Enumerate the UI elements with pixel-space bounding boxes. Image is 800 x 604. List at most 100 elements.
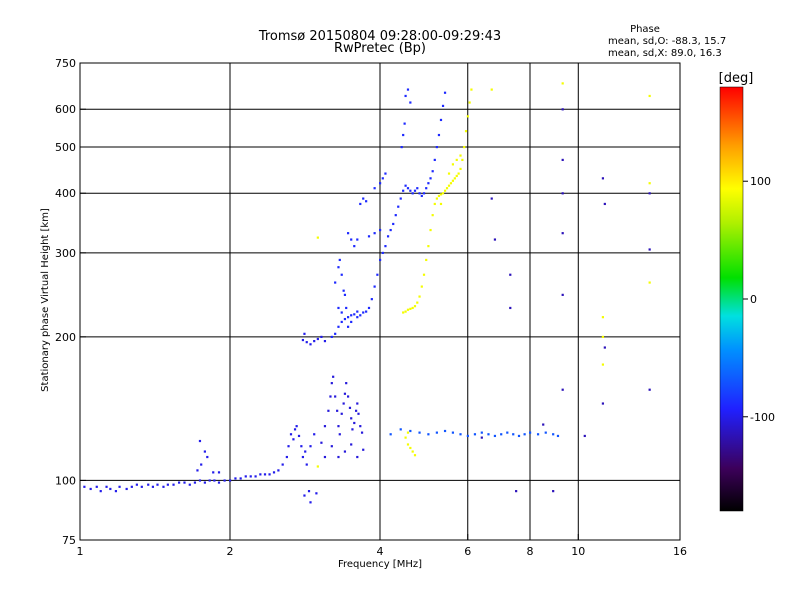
data-point — [316, 236, 319, 239]
data-point — [340, 311, 343, 314]
y-tick-label: 600 — [55, 103, 76, 116]
data-point — [193, 481, 197, 484]
data-point — [399, 197, 402, 200]
data-point — [413, 305, 417, 308]
data-point — [413, 189, 417, 192]
data-point — [172, 483, 175, 486]
x-axis-label: Frequency [MHz] — [338, 559, 422, 570]
data-point — [327, 409, 330, 412]
data-point — [365, 200, 368, 203]
data-point — [345, 382, 348, 385]
data-point — [334, 281, 337, 284]
data-point — [263, 473, 267, 476]
data-point — [338, 433, 341, 436]
data-point — [420, 194, 423, 198]
data-point — [357, 412, 360, 415]
data-point — [140, 485, 143, 488]
x-tick-label: 10 — [571, 545, 585, 558]
data-point — [118, 485, 121, 488]
data-point — [350, 443, 353, 446]
data-point — [338, 258, 341, 262]
data-point — [409, 101, 412, 104]
data-point — [404, 184, 407, 187]
data-point — [293, 428, 297, 431]
data-point — [203, 481, 206, 484]
data-point — [512, 433, 515, 436]
data-point — [249, 475, 252, 478]
data-point — [244, 475, 247, 478]
data-point — [451, 179, 455, 182]
data-point — [316, 337, 319, 341]
data-point — [337, 266, 340, 269]
data-point — [330, 445, 333, 448]
data-point — [208, 479, 211, 482]
data-point — [443, 189, 447, 192]
chart-title: Tromsø 20150804 09:28:00-09:29:43 — [258, 29, 501, 44]
colorbar-tick-label: 0 — [750, 293, 757, 306]
data-point — [400, 145, 403, 149]
data-point — [379, 258, 382, 262]
data-point — [303, 332, 306, 335]
data-point — [427, 182, 430, 185]
data-point — [373, 285, 376, 288]
data-point — [561, 82, 564, 85]
data-point — [435, 145, 438, 149]
data-point — [490, 197, 493, 200]
data-point — [411, 192, 414, 195]
data-point — [343, 293, 347, 296]
data-point — [217, 471, 221, 474]
data-point — [287, 445, 290, 448]
data-point — [340, 320, 343, 324]
data-point — [603, 346, 606, 349]
y-tick-label: 75 — [62, 534, 76, 547]
data-point — [429, 177, 432, 180]
data-point — [418, 295, 421, 298]
data-point — [239, 477, 242, 480]
data-point — [316, 465, 319, 468]
data-point — [402, 189, 405, 192]
data-point — [203, 450, 206, 453]
data-point — [337, 306, 340, 310]
data-point — [346, 232, 350, 235]
data-point — [439, 193, 443, 196]
data-point — [386, 235, 390, 238]
data-point — [441, 104, 445, 108]
phase-stats-x-mode: mean, sd,X: 89.0, 16.3 — [608, 48, 722, 59]
data-point — [404, 94, 407, 98]
data-point — [297, 434, 301, 438]
data-point — [351, 428, 354, 431]
data-point — [416, 301, 419, 304]
data-point — [105, 485, 108, 488]
data-point — [406, 431, 410, 434]
data-point — [340, 273, 343, 276]
data-point — [418, 192, 421, 195]
data-point — [509, 273, 512, 276]
data-point — [217, 481, 221, 484]
data-point — [281, 463, 284, 466]
data-point — [389, 228, 392, 232]
data-point — [394, 214, 397, 217]
data-point — [384, 245, 387, 248]
data-point — [455, 174, 458, 178]
data-point — [345, 306, 348, 310]
data-point — [422, 192, 426, 195]
data-point — [315, 492, 318, 495]
data-point — [229, 479, 232, 482]
data-point — [376, 273, 379, 276]
data-point — [459, 167, 462, 171]
data-point — [362, 311, 365, 314]
data-point — [295, 425, 298, 428]
data-point — [544, 431, 547, 434]
data-point — [459, 154, 462, 157]
data-point — [409, 429, 412, 433]
x-tick-label: 2 — [227, 545, 234, 558]
data-point — [350, 238, 353, 241]
data-point — [493, 238, 497, 241]
data-point — [601, 177, 605, 180]
data-point — [196, 469, 199, 472]
data-point — [223, 479, 226, 482]
data-point — [601, 335, 605, 339]
data-point — [362, 448, 365, 451]
